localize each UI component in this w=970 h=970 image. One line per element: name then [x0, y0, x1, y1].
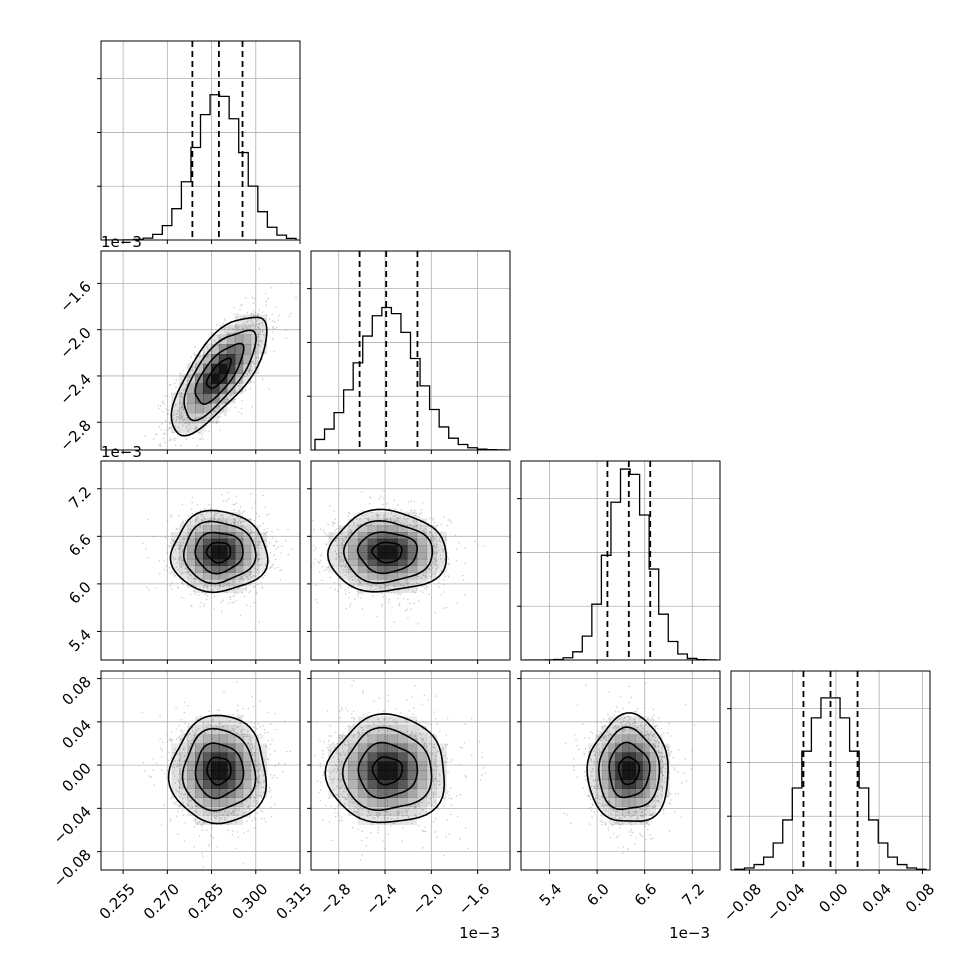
contour-3 [324, 712, 446, 824]
panel-plot-area [101, 251, 300, 450]
panel-plot-area [521, 461, 720, 660]
panel-1-1 [307, 250, 511, 454]
panel-0-0 [97, 40, 301, 244]
contour-2 [183, 329, 257, 422]
y-tick-label: 7.2 [65, 483, 95, 513]
scatter-points [563, 682, 696, 854]
y-tick-label: 6.0 [65, 578, 95, 608]
panel-2-2 [517, 460, 721, 664]
panel-frame [730, 670, 931, 871]
contour-1 [194, 531, 244, 575]
panel-3-2 [517, 670, 721, 874]
panel-3-3 [727, 670, 931, 874]
x-tick-label: −1.6 [455, 880, 493, 918]
y-tick-label: 0.04 [58, 716, 94, 752]
panel-plot-area [101, 41, 300, 240]
axis-offset-label: 1e−3 [101, 443, 142, 461]
panel-3-1 [307, 670, 511, 874]
y-tick-label: 6.6 [65, 530, 95, 560]
x-tick-label: 0.00 [815, 880, 851, 916]
scatter-points [311, 490, 485, 625]
contour-2 [341, 726, 433, 811]
panel-frame [100, 460, 301, 661]
contour-2 [597, 726, 661, 811]
x-tick-label: 0.285 [184, 880, 227, 923]
contour-3 [586, 712, 669, 823]
x-tick-label: 5.4 [536, 880, 566, 910]
contour-0 [205, 357, 232, 390]
x-tick-label: −0.04 [763, 880, 808, 925]
contour-1 [357, 741, 419, 799]
panel-frame [310, 670, 511, 871]
x-tick-label: 7.2 [678, 880, 708, 910]
axis-offset-label: 1e−3 [459, 924, 500, 942]
y-tick-label: −2.4 [56, 370, 94, 408]
x-tick-label: 0.300 [228, 880, 271, 923]
y-tick-label: 5.4 [65, 626, 95, 656]
histogram-2 [524, 468, 717, 660]
x-tick-label: −2.0 [409, 880, 447, 918]
panel-2-1 [307, 460, 511, 664]
panel-frame [100, 250, 301, 451]
y-tick-label: 0.00 [58, 759, 94, 795]
panel-frame [520, 460, 721, 661]
x-tick-label: 0.270 [140, 880, 183, 923]
contour-3 [170, 316, 268, 437]
panel-plot-area [101, 671, 300, 870]
y-tick-label: −0.08 [50, 846, 95, 891]
panel-plot-area [311, 671, 510, 870]
x-tick-label: 0.255 [96, 880, 139, 923]
panel-frame [310, 250, 511, 451]
histogram-3 [734, 697, 927, 870]
axis-offset-label: 1e−3 [101, 233, 142, 251]
x-tick-label: 0.08 [902, 880, 938, 916]
histogram-1 [314, 306, 507, 450]
contour-0 [206, 756, 232, 786]
contour-1 [356, 531, 419, 575]
panel-plot-area [521, 671, 720, 870]
panel-frame [520, 670, 721, 871]
panel-plot-area [311, 461, 510, 660]
y-tick-label: −1.6 [56, 277, 94, 315]
contour-0 [205, 541, 232, 564]
contour-3 [169, 509, 269, 594]
contour-2 [181, 727, 257, 812]
x-tick-label: 0.04 [859, 880, 895, 916]
y-tick-label: −0.04 [50, 802, 95, 847]
contour-3 [167, 714, 268, 825]
panel-3-0 [97, 670, 301, 874]
panel-2-0 [97, 460, 301, 664]
x-tick-label: −2.8 [316, 880, 354, 918]
contour-2 [183, 520, 257, 585]
contour-0 [371, 756, 404, 786]
scatter-points [122, 268, 297, 450]
y-tick-label: −2.0 [56, 324, 94, 362]
scatter-points [141, 681, 291, 868]
x-tick-label: 0.315 [273, 880, 316, 923]
panel-plot-area [311, 251, 510, 450]
y-tick-label: 0.08 [58, 673, 94, 709]
x-tick-label: 6.0 [583, 880, 613, 910]
histogram-0 [104, 94, 297, 240]
panel-1-0 [97, 250, 301, 454]
contour-1 [194, 342, 245, 406]
contour-2 [342, 519, 434, 584]
contour-0 [371, 541, 403, 564]
contour-1 [194, 742, 245, 800]
x-tick-label: −2.4 [362, 880, 400, 918]
panel-plot-area [101, 461, 300, 660]
contour-0 [617, 756, 641, 786]
contour-3 [326, 508, 448, 593]
y-tick-label: −2.8 [56, 416, 94, 454]
axis-offset-label: 1e−3 [669, 924, 710, 942]
contour-1 [608, 741, 651, 799]
x-tick-label: 6.6 [631, 880, 661, 910]
x-tick-label: −0.08 [720, 880, 765, 925]
panel-plot-area [731, 671, 930, 870]
panel-frame [100, 40, 301, 241]
panel-frame [310, 460, 511, 661]
panel-frame [100, 670, 301, 871]
